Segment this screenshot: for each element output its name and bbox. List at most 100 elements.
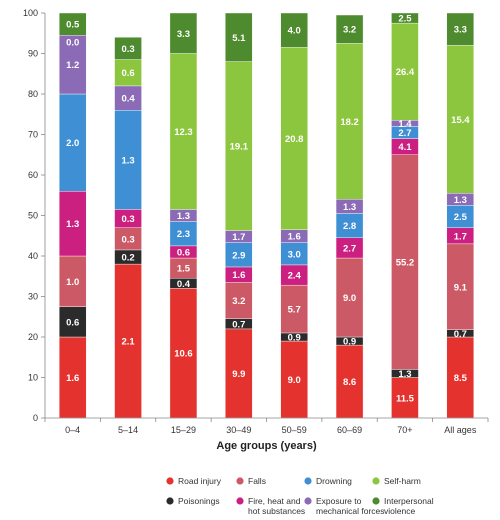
legend-swatch	[236, 477, 244, 485]
data-label-fire-heat-and-hot-substances: 0.3	[121, 214, 134, 225]
y-tick-label: 20	[28, 332, 38, 342]
bar-segment-falls	[280, 284, 308, 334]
data-label-road-injury: 8.6	[343, 377, 356, 388]
legend-label: Falls	[248, 476, 266, 486]
data-label-road-injury: 11.5	[396, 393, 415, 404]
bar-segment-self-harm	[335, 43, 364, 200]
data-label-exposure-to-mechanical-forces: 1.4	[398, 119, 412, 130]
data-label-self-harm: 20.8	[285, 134, 304, 145]
bar-stack-60-69: 8.6 0.9 9.0 2.7 2.8 1.3 18.2 3.2	[335, 14, 364, 419]
data-label-road-injury: 9.9	[232, 369, 245, 380]
data-label-interpersonal-violence: 4.0	[288, 26, 301, 37]
legend-item-road-injury: Road injury	[166, 476, 222, 486]
data-label-drowning: 2.3	[177, 229, 190, 240]
data-label-road-injury: 1.6	[66, 373, 79, 384]
legend-swatch	[166, 497, 174, 505]
bar-segment-drowning	[58, 93, 87, 192]
y-tick-label: 50	[28, 211, 38, 221]
bar-segment-interpersonal-violence	[114, 37, 142, 60]
data-label-road-injury: 9.0	[288, 375, 301, 386]
y-tick-label: 90	[28, 49, 38, 59]
data-label-self-harm: 0.6	[121, 68, 134, 79]
legend: Road injury Falls Drowning Self-harm Poisoni…	[166, 476, 434, 516]
data-label-drowning: 1.3	[121, 155, 134, 166]
bar-segment-falls	[446, 243, 475, 330]
bar-segment-road-injury	[225, 328, 253, 419]
legend-label: Poisonings	[178, 496, 220, 506]
legend-label: Road injury	[178, 476, 222, 486]
bar-segment-self-harm	[280, 47, 308, 230]
legend-item-interpersonal-violence: Interpersonal violence	[372, 496, 434, 516]
data-label-road-injury: 2.1	[121, 337, 135, 348]
bar-segment-self-harm	[225, 61, 253, 231]
data-label-fire-heat-and-hot-substances: 2.7	[343, 243, 356, 254]
bar-segment-falls	[335, 257, 364, 338]
data-label-poisonings: 0.9	[343, 337, 356, 348]
legend-swatch	[372, 497, 380, 505]
bar-segment-drowning	[335, 213, 364, 238]
data-label-interpersonal-violence: 5.1	[232, 33, 246, 44]
data-label-poisonings: 0.4	[177, 279, 191, 290]
x-tick-label: 5–14	[118, 425, 138, 435]
data-label-falls: 5.7	[288, 305, 301, 316]
legend-swatch	[236, 497, 244, 505]
data-label-drowning: 2.5	[454, 212, 468, 223]
data-label-exposure-to-mechanical-forces: 1.3	[343, 202, 356, 213]
legend-swatch	[166, 477, 174, 485]
data-label-self-harm: 19.1	[230, 142, 249, 153]
y-tick-label: 30	[28, 292, 38, 302]
y-tick-label: 100	[23, 8, 38, 18]
bar-segment-interpersonal-violence	[225, 12, 253, 62]
legend-label: Exposure to mechanical forces	[316, 496, 385, 516]
data-label-drowning: 2.0	[66, 138, 79, 149]
bar-segment-falls	[225, 282, 253, 319]
data-label-drowning: 3.0	[288, 249, 301, 260]
data-label-exposure-to-mechanical-forces: 1.3	[454, 195, 467, 206]
y-tick-label: 40	[28, 251, 38, 261]
legend-swatch	[372, 477, 380, 485]
bar-stack-5-14: 2.1 0.2 0.3 0.3 1.3 0.4 0.6 0.3	[114, 37, 142, 419]
y-tick-label: 80	[28, 89, 38, 99]
bar-segment-falls	[391, 154, 419, 370]
data-label-poisonings: 1.3	[398, 369, 411, 380]
bar-stack-all-ages: 8.5 0.7 9.1 1.7 2.5 1.3 15.4 3.3	[446, 12, 475, 419]
data-label-poisonings: 0.2	[121, 253, 134, 264]
data-label-interpersonal-violence: 3.3	[177, 29, 190, 40]
data-label-drowning: 2.9	[232, 250, 245, 261]
bar-segment-interpersonal-violence	[169, 12, 198, 54]
bar-segment-self-harm	[114, 59, 142, 87]
data-label-self-harm: 0.0	[66, 37, 79, 48]
x-tick-label: 70+	[397, 425, 412, 435]
data-label-exposure-to-mechanical-forces: 1.3	[177, 211, 190, 222]
data-label-interpersonal-violence: 3.3	[454, 25, 467, 36]
data-label-falls: 1.0	[66, 277, 79, 288]
data-label-falls: 1.5	[177, 264, 191, 275]
y-axis: 0 10 20 30 40 50 60 70 80 90 100	[23, 8, 46, 423]
data-label-poisonings: 0.7	[232, 319, 245, 330]
data-label-falls: 0.3	[121, 234, 134, 245]
data-label-exposure-to-mechanical-forces: 1.2	[66, 60, 79, 71]
bar-stack-15-29: 10.6 0.4 1.5 0.6 2.3 1.3 12.3 3.3	[169, 12, 198, 419]
bar-segment-self-harm	[391, 22, 419, 121]
bar-segment-interpersonal-violence	[446, 12, 475, 46]
data-label-falls: 3.2	[232, 296, 245, 307]
data-label-exposure-to-mechanical-forces: 1.7	[232, 232, 245, 243]
x-tick-label: 30–49	[226, 425, 251, 435]
bar-stack-30-49: 9.9 0.7 3.2 1.6 2.9 1.7 19.1 5.1	[225, 12, 253, 419]
x-tick-label: 50–59	[282, 425, 307, 435]
data-label-fire-heat-and-hot-substances: 1.6	[232, 270, 245, 281]
legend-item-drowning: Drowning	[304, 476, 352, 486]
data-label-interpersonal-violence: 3.2	[343, 25, 356, 36]
data-label-interpersonal-violence: 0.3	[121, 44, 134, 55]
x-axis: 0–4 5–14 15–29 30–49 50–59 60–69 70+ All ages	[44, 417, 489, 435]
data-label-fire-heat-and-hot-substances: 0.6	[177, 247, 190, 258]
data-label-poisonings: 0.6	[66, 317, 79, 328]
bar-segment-self-harm	[169, 53, 198, 210]
data-label-self-harm: 18.2	[340, 117, 359, 128]
legend-label: Self-harm	[384, 476, 421, 486]
data-label-falls: 9.0	[343, 293, 356, 304]
data-label-road-injury: 10.6	[174, 349, 193, 360]
data-label-fire-heat-and-hot-substances: 1.7	[454, 231, 467, 242]
data-label-poisonings: 0.9	[288, 333, 301, 344]
data-label-fire-heat-and-hot-substances: 4.1	[398, 142, 412, 153]
